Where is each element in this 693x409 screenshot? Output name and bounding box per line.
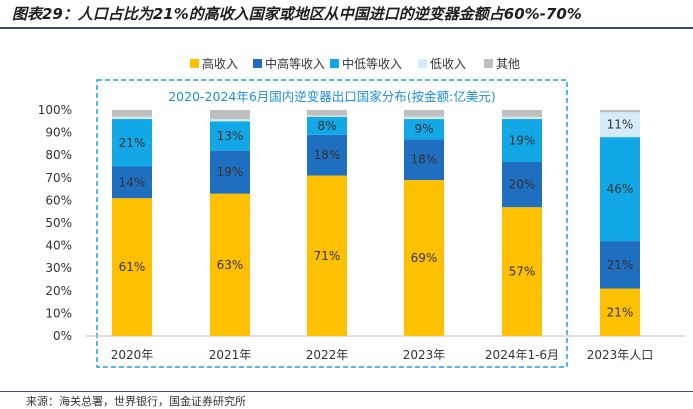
y-tick-label: 80% <box>45 148 72 162</box>
bar-stack: 57% 20% 19% <box>502 110 542 336</box>
y-tick-label: 60% <box>45 193 72 207</box>
bar-segment <box>307 134 347 176</box>
y-tick-label: 0% <box>53 329 72 343</box>
y-tick-label: 70% <box>45 171 72 185</box>
bar-stack: 61% 14% 21% <box>112 110 152 336</box>
bar-stack: 71% 18% 8% <box>307 110 347 336</box>
bar-segment <box>112 166 152 199</box>
legend-label: 中高等收入 <box>265 56 325 71</box>
x-tick-label: 2021年 <box>209 348 252 362</box>
legend-swatch <box>190 59 199 68</box>
legend-swatch <box>330 59 339 68</box>
bar-segment <box>600 137 640 242</box>
source-divider <box>0 391 693 392</box>
highlight-annotation: 2020-2024年6月国内逆变器出口国家分布(按金额:亿美元) <box>168 89 496 104</box>
bar-segment <box>112 198 152 336</box>
bar-segment <box>502 119 542 162</box>
x-tick-label: 2024年1-6月 <box>485 348 559 362</box>
bar-segment <box>404 139 444 181</box>
y-tick-label: 90% <box>45 126 72 140</box>
data-label: 8% <box>317 119 336 133</box>
data-label: 18% <box>411 153 438 167</box>
data-label: 14% <box>119 175 146 189</box>
legend-label: 高收入 <box>202 56 238 71</box>
bar-stack: 63% 19% 13% <box>210 110 250 336</box>
data-label: 46% <box>607 182 634 196</box>
bar-segment <box>600 112 640 138</box>
bar-stack: 21% 21% 46% 11% <box>600 110 640 336</box>
bars: 61% 14% 21% 63% 19% 13% 71% 18% 8% 69% 18% 9% 57% 20%… <box>112 110 640 336</box>
bar-segment <box>600 110 640 113</box>
bar-segment <box>210 110 250 120</box>
bar-stack: 69% 18% 9% <box>404 110 444 336</box>
data-label: 13% <box>217 129 244 143</box>
data-label: 21% <box>607 305 634 319</box>
highlight-box <box>96 79 568 368</box>
bar-segment <box>210 150 250 194</box>
y-tick-label: 100% <box>38 103 72 117</box>
y-tick-label: 50% <box>45 216 72 230</box>
data-label: 57% <box>509 265 536 279</box>
bar-segment <box>210 121 250 151</box>
bar-segment <box>112 110 152 117</box>
chart-title: 图表29：人口占比为21%的高收入国家或地区从中国进口的逆变器金额占60%-70… <box>12 5 582 23</box>
bar-segment <box>600 288 640 336</box>
data-label: 71% <box>314 249 341 263</box>
y-axis: 0% 10% 20% 30% 40% 50% 60% 70% 80% 90% 100% <box>38 103 72 343</box>
legend-label: 其他 <box>496 57 520 71</box>
legend: 高收入 中高等收入 中低等收入 低收入 其他 <box>190 56 520 71</box>
x-tick-label: 2022年 <box>306 348 349 362</box>
data-label: 19% <box>509 134 536 148</box>
bar-segment <box>404 110 444 117</box>
legend-swatch <box>418 59 427 68</box>
legend-swatch <box>484 59 493 68</box>
stacked-bar-chart: 高收入 中高等收入 中低等收入 低收入 其他 2020-2024年6月国内逆变器出口国家… <box>38 56 685 368</box>
bar-segment <box>307 116 347 135</box>
bar-segment <box>210 119 250 122</box>
data-label: 18% <box>314 148 341 162</box>
data-label: 11% <box>607 118 634 132</box>
bar-segment <box>502 207 542 336</box>
legend-label: 低收入 <box>430 57 466 71</box>
bar-segment <box>112 116 152 120</box>
legend-label: 中低等收入 <box>342 56 402 71</box>
data-label: 61% <box>119 260 146 274</box>
bar-segment <box>502 161 542 208</box>
bar-segment <box>210 193 250 336</box>
y-tick-label: 10% <box>45 306 72 320</box>
bar-segment <box>307 115 347 117</box>
x-axis: 2020年 2021年 2022年 2023年 2024年1-6月 2023年人口 <box>111 348 654 362</box>
data-label: 63% <box>217 258 244 272</box>
bar-segment <box>502 110 542 117</box>
bar-segment <box>404 180 444 336</box>
data-label: 9% <box>414 122 433 136</box>
x-tick-label: 2023年 <box>403 348 446 362</box>
bar-segment <box>600 241 640 289</box>
bar-segment <box>404 116 444 120</box>
data-label: 19% <box>217 165 244 179</box>
y-tick-label: 30% <box>45 261 72 275</box>
data-label: 69% <box>411 251 438 265</box>
data-label: 21% <box>119 136 146 150</box>
bar-segment <box>307 175 347 336</box>
legend-swatch <box>253 59 262 68</box>
bar-segment <box>502 116 542 120</box>
y-tick-label: 20% <box>45 284 72 298</box>
x-tick-label: 2023年人口 <box>587 348 654 362</box>
bar-segment <box>404 119 444 140</box>
x-tick-label: 2020年 <box>111 348 154 362</box>
source-note: 来源：海关总署，世界银行，国金证券研究所 <box>26 395 246 408</box>
data-label: 21% <box>607 258 634 272</box>
bar-segment <box>112 119 152 167</box>
y-tick-label: 40% <box>45 239 72 253</box>
data-label: 20% <box>509 178 536 192</box>
bar-segment <box>307 110 347 116</box>
title-divider <box>0 27 693 29</box>
